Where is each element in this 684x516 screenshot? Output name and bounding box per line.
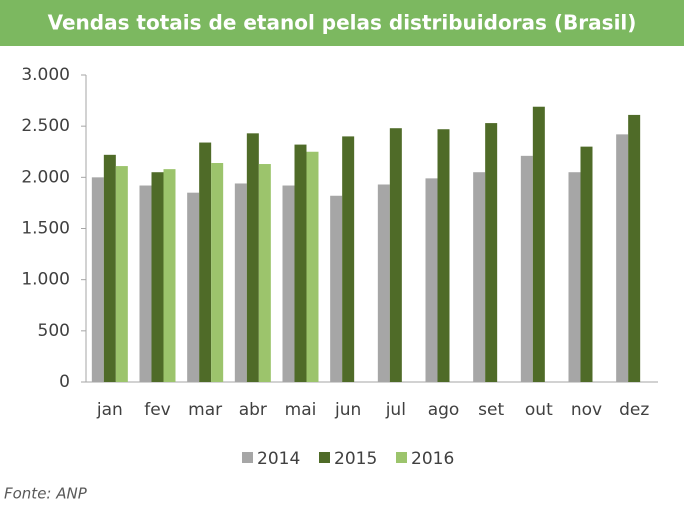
bar xyxy=(91,177,104,382)
legend-swatch xyxy=(242,452,253,463)
bar xyxy=(258,164,271,382)
legend-label: 2014 xyxy=(257,449,300,469)
bar xyxy=(234,183,247,382)
bar xyxy=(246,133,259,382)
bar xyxy=(115,166,128,382)
bar xyxy=(151,172,164,382)
y-tick-label: 2.000 xyxy=(21,167,70,187)
legend-swatch xyxy=(319,452,330,463)
x-tick-label: fev xyxy=(144,400,171,420)
x-tick-label: abr xyxy=(239,400,267,420)
bar xyxy=(568,172,581,382)
x-tick-label: nov xyxy=(571,400,602,420)
x-tick-label: out xyxy=(525,400,553,420)
bar xyxy=(294,144,307,382)
bar xyxy=(187,192,200,382)
legend-label: 2015 xyxy=(334,449,377,469)
x-tick-label: jan xyxy=(96,400,123,420)
legend-label: 2016 xyxy=(411,449,454,469)
bar xyxy=(389,128,402,382)
chart-title: Vendas totais de etanol pelas distribuid… xyxy=(48,11,637,35)
bar xyxy=(199,142,212,382)
bar xyxy=(520,155,533,382)
legend-swatch xyxy=(396,452,407,463)
bar xyxy=(473,172,486,382)
y-tick-label: 2.500 xyxy=(21,116,70,136)
x-tick-label: jun xyxy=(334,400,361,420)
y-tick-label: 3.000 xyxy=(21,65,70,85)
bar xyxy=(282,185,295,382)
bar xyxy=(306,151,319,382)
y-tick-label: 1.500 xyxy=(21,219,70,239)
bar xyxy=(103,154,116,382)
x-tick-label: dez xyxy=(619,400,649,420)
x-tick-label: jul xyxy=(385,400,406,420)
bar xyxy=(580,146,593,382)
bar xyxy=(377,184,390,382)
bar xyxy=(425,178,438,382)
bar xyxy=(628,114,641,382)
y-tick-label: 0 xyxy=(59,372,70,392)
y-tick-label: 500 xyxy=(38,321,70,341)
bar xyxy=(616,134,629,382)
x-tick-label: mai xyxy=(285,400,317,420)
x-tick-label: set xyxy=(478,400,504,420)
bar xyxy=(163,169,176,382)
bar xyxy=(211,163,224,382)
y-tick-label: 1.000 xyxy=(21,270,70,290)
title-bar xyxy=(0,0,684,46)
bar xyxy=(330,195,343,382)
bar xyxy=(485,123,498,382)
x-tick-label: mar xyxy=(188,400,222,420)
bar xyxy=(437,129,450,382)
source: Fonte: ANP xyxy=(4,485,88,503)
x-tick-label: ago xyxy=(428,400,460,420)
bar xyxy=(532,106,545,383)
bar xyxy=(139,185,152,382)
bar xyxy=(342,136,355,382)
